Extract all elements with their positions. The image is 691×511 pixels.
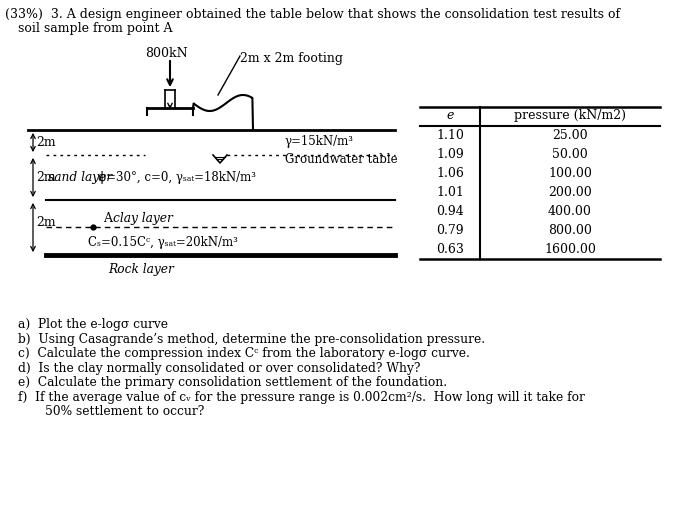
Text: 1.09: 1.09 (436, 148, 464, 160)
Text: d)  Is the clay normally consolidated or over consolidated? Why?: d) Is the clay normally consolidated or … (18, 361, 421, 375)
Text: 2m x 2m footing: 2m x 2m footing (240, 52, 343, 65)
Text: A: A (103, 212, 112, 224)
Text: 25.00: 25.00 (552, 128, 588, 142)
Text: 800.00: 800.00 (548, 223, 592, 237)
Text: 100.00: 100.00 (548, 167, 592, 179)
Text: 1.01: 1.01 (436, 185, 464, 198)
Text: Groundwater table: Groundwater table (285, 153, 397, 166)
Text: 200.00: 200.00 (548, 185, 592, 198)
Text: ϕ=30°, c=0, γₛₐₜ=18kN/m³: ϕ=30°, c=0, γₛₐₜ=18kN/m³ (98, 171, 256, 183)
Text: c)  Calculate the compression index Cᶜ from the laboratory e-logσ curve.: c) Calculate the compression index Cᶜ fr… (18, 347, 470, 360)
Text: 800kN: 800kN (145, 47, 188, 60)
Text: soil sample from point A: soil sample from point A (18, 22, 173, 35)
Text: Cₛ=0.15Cᶜ, γₛₐₜ=20kN/m³: Cₛ=0.15Cᶜ, γₛₐₜ=20kN/m³ (88, 236, 238, 248)
Text: 2m: 2m (36, 135, 55, 149)
Text: (33%)  3. A design engineer obtained the table below that shows the consolidatio: (33%) 3. A design engineer obtained the … (5, 8, 620, 21)
Text: b)  Using Casagrande’s method, determine the pre-consolidation pressure.: b) Using Casagrande’s method, determine … (18, 333, 485, 345)
Text: 1.10: 1.10 (436, 128, 464, 142)
Text: pressure (kN/m2): pressure (kN/m2) (514, 109, 626, 122)
Text: γ=15kN/m³: γ=15kN/m³ (285, 135, 354, 148)
Text: 0.63: 0.63 (436, 243, 464, 256)
Text: 0.79: 0.79 (436, 223, 464, 237)
Text: 1.06: 1.06 (436, 167, 464, 179)
Text: a)  Plot the e-logσ curve: a) Plot the e-logσ curve (18, 318, 168, 331)
Text: 50.00: 50.00 (552, 148, 588, 160)
Text: Rock layer: Rock layer (108, 263, 174, 275)
Text: clay layer: clay layer (113, 212, 173, 224)
Text: 0.94: 0.94 (436, 204, 464, 218)
Text: sand layer: sand layer (48, 171, 112, 183)
Text: 2m: 2m (36, 171, 55, 183)
Text: f)  If the average value of cᵥ for the pressure range is 0.002cm²/s.  How long w: f) If the average value of cᵥ for the pr… (18, 390, 585, 404)
Text: e: e (446, 109, 454, 122)
Text: e)  Calculate the primary consolidation settlement of the foundation.: e) Calculate the primary consolidation s… (18, 376, 447, 389)
Text: 400.00: 400.00 (548, 204, 592, 218)
Text: 2m: 2m (36, 216, 55, 228)
Text: 50% settlement to occur?: 50% settlement to occur? (18, 405, 205, 418)
Text: 1600.00: 1600.00 (544, 243, 596, 256)
